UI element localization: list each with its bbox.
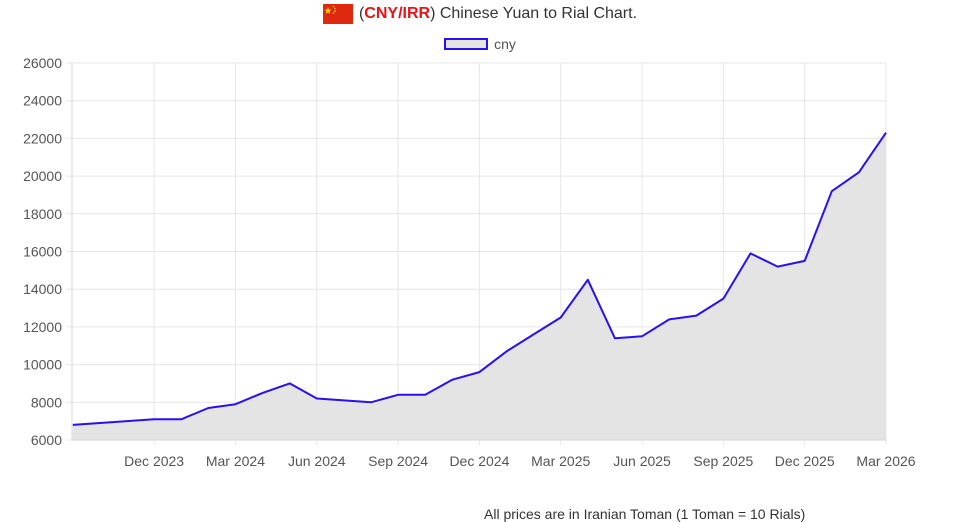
title-prefix: ( xyxy=(358,5,365,22)
data-point[interactable] xyxy=(97,420,103,426)
y-tick-label: 22000 xyxy=(23,130,62,146)
x-tick-label: Jun 2024 xyxy=(288,453,346,469)
data-point[interactable] xyxy=(585,277,591,283)
data-point[interactable] xyxy=(558,314,564,320)
x-tick-label: Mar 2025 xyxy=(531,453,590,469)
chart-legend[interactable]: cny xyxy=(0,36,960,52)
y-tick-label: 18000 xyxy=(23,206,62,222)
data-point[interactable] xyxy=(693,313,699,319)
x-tick-label: Dec 2024 xyxy=(449,453,509,469)
data-point[interactable] xyxy=(314,396,320,402)
x-tick-label: Mar 2024 xyxy=(206,453,265,469)
data-point[interactable] xyxy=(368,399,374,405)
y-tick-label: 24000 xyxy=(23,93,62,109)
y-tick-label: 8000 xyxy=(31,394,62,410)
series-line xyxy=(70,130,889,428)
x-tick-label: Jun 2025 xyxy=(613,453,671,469)
data-point[interactable] xyxy=(531,331,537,337)
chart-title-text: (CNY/IRR) Chinese Yuan to Rial Chart. xyxy=(359,5,637,23)
data-point[interactable] xyxy=(232,401,238,407)
data-point[interactable] xyxy=(70,422,76,428)
data-point[interactable] xyxy=(504,348,510,354)
y-tick-label: 6000 xyxy=(31,432,62,448)
data-point[interactable] xyxy=(612,335,618,341)
data-point[interactable] xyxy=(775,264,781,270)
axes: 6000 8000 10000 12000 14000 16000 18000 20000 22… xyxy=(23,55,916,469)
y-tick-label: 14000 xyxy=(23,281,62,297)
y-tick-label: 26000 xyxy=(23,55,62,71)
data-point[interactable] xyxy=(151,416,157,422)
data-point[interactable] xyxy=(422,392,428,398)
data-point[interactable] xyxy=(287,380,293,386)
y-tick-label: 20000 xyxy=(23,168,62,184)
data-point[interactable] xyxy=(476,369,482,375)
data-point[interactable] xyxy=(341,397,347,403)
data-point[interactable] xyxy=(639,333,645,339)
x-tick-label: Sep 2025 xyxy=(693,453,753,469)
y-tick-label: 12000 xyxy=(23,319,62,335)
data-point[interactable] xyxy=(747,250,753,256)
legend-label[interactable]: cny xyxy=(494,36,516,52)
data-point[interactable] xyxy=(449,377,455,383)
data-point[interactable] xyxy=(829,188,835,194)
data-point[interactable] xyxy=(205,405,211,411)
chart-title: (CNY/IRR) Chinese Yuan to Rial Chart. xyxy=(0,0,960,28)
y-tick-label: 10000 xyxy=(23,357,62,373)
x-tick-label: Dec 2025 xyxy=(775,453,835,469)
footnote: All prices are in Iranian Toman (1 Toman… xyxy=(484,506,806,522)
legend-swatch[interactable] xyxy=(444,38,489,50)
data-point[interactable] xyxy=(124,418,130,424)
x-tick-label: Dec 2023 xyxy=(124,453,184,469)
series-line-path[interactable] xyxy=(72,132,887,426)
x-tick-label: Mar 2026 xyxy=(856,453,915,469)
data-point[interactable] xyxy=(883,130,889,136)
data-point[interactable] xyxy=(666,316,672,322)
china-flag-icon xyxy=(322,4,353,24)
data-point[interactable] xyxy=(856,169,862,175)
series-area-fill xyxy=(72,132,887,440)
x-tick-label: Sep 2024 xyxy=(368,453,428,469)
data-point[interactable] xyxy=(260,390,266,396)
y-tick-label: 16000 xyxy=(23,244,62,260)
data-point[interactable] xyxy=(720,296,726,302)
title-rest: ) Chinese Yuan to Rial Chart. xyxy=(430,5,638,22)
title-currency-pair: CNY/IRR xyxy=(364,5,431,22)
data-point[interactable] xyxy=(178,416,184,422)
data-point[interactable] xyxy=(802,258,808,264)
data-point[interactable] xyxy=(395,392,401,398)
series-area xyxy=(72,132,887,440)
